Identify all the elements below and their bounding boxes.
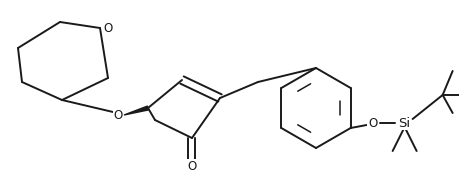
Text: O: O — [113, 109, 123, 122]
Text: O: O — [187, 159, 196, 172]
Text: O: O — [103, 21, 112, 35]
Text: O: O — [367, 116, 376, 129]
Text: Si: Si — [397, 116, 410, 129]
Polygon shape — [124, 106, 148, 115]
